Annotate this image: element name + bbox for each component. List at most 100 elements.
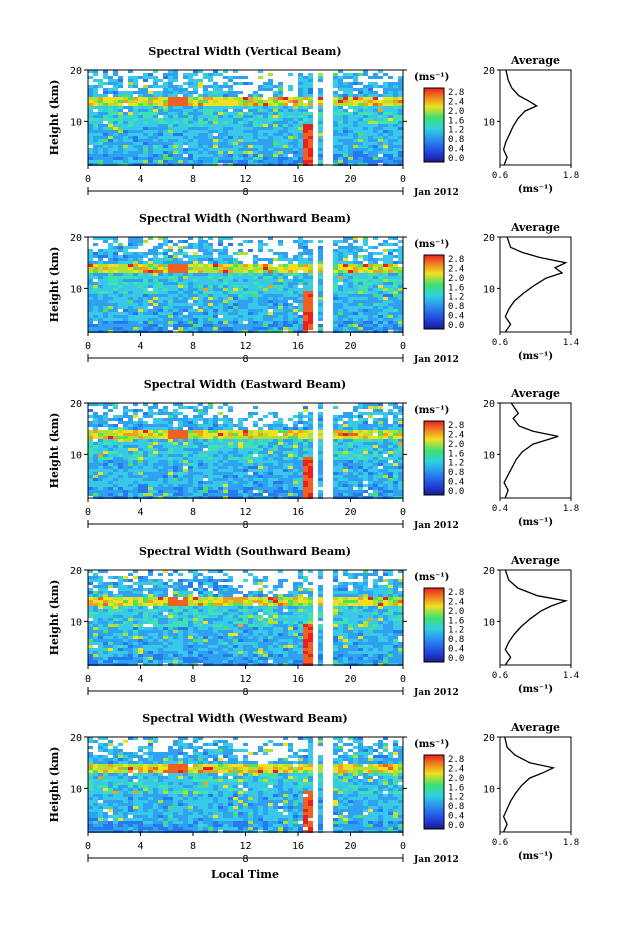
heatmap-cell	[228, 300, 233, 303]
heatmap-cell	[108, 463, 113, 466]
heatmap-cell	[198, 487, 203, 490]
heatmap-cell	[98, 97, 103, 100]
heatmap-cell	[218, 318, 223, 321]
heatmap-cell	[108, 418, 113, 421]
heatmap-cell	[133, 246, 138, 249]
heatmap-cell	[178, 306, 183, 309]
heatmap-cell	[373, 430, 378, 433]
heatmap-cell	[148, 118, 153, 121]
heatmap-cell	[218, 321, 223, 324]
heatmap-cell	[178, 321, 183, 324]
heatmap-cell	[268, 300, 273, 303]
heatmap-cell	[178, 112, 183, 115]
heatmap-cell	[93, 270, 98, 273]
heatmap-cell	[218, 276, 223, 279]
heatmap-cell	[183, 100, 188, 103]
heatmap-cell	[348, 463, 353, 466]
heatmap-cell	[368, 433, 373, 436]
heatmap-cell	[183, 276, 188, 279]
heatmap-cell	[198, 433, 203, 436]
heatmap-cell	[133, 303, 138, 306]
heatmap-cell	[183, 406, 188, 409]
heatmap-cell	[208, 255, 213, 258]
heatmap-cell	[238, 430, 243, 433]
heatmap-cell	[278, 145, 283, 148]
heatmap-cell	[298, 115, 303, 118]
heatmap-cell	[338, 279, 343, 282]
heatmap-cell	[198, 484, 203, 487]
heatmap-cell	[93, 472, 98, 475]
heatmap-cell	[138, 430, 143, 433]
heatmap-cell	[178, 279, 183, 282]
heatmap-cell	[163, 409, 168, 412]
heatmap-cell	[318, 442, 323, 445]
heatmap-cell	[198, 442, 203, 445]
heatmap-cell	[178, 312, 183, 315]
heatmap-cell	[163, 294, 168, 297]
heatmap-cell	[253, 324, 258, 327]
heatmap-cell	[233, 291, 238, 294]
heatmap-cell	[103, 291, 108, 294]
heatmap-cell	[343, 484, 348, 487]
heatmap-cell	[138, 321, 143, 324]
heatmap-cell	[293, 124, 298, 127]
heatmap-cell	[388, 327, 393, 330]
heatmap-cell	[168, 415, 173, 418]
heatmap-cell	[303, 487, 308, 490]
heatmap-cell	[348, 76, 353, 79]
heatmap-cell	[308, 261, 313, 264]
heatmap-cell	[318, 264, 323, 267]
heatmap-cell	[348, 493, 353, 496]
heatmap-cell	[213, 139, 218, 142]
heatmap-cell	[333, 312, 338, 315]
heatmap-cell	[153, 309, 158, 312]
heatmap-cell	[238, 261, 243, 264]
heatmap-cell	[358, 136, 363, 139]
heatmap-cell	[288, 288, 293, 291]
heatmap-cell	[398, 303, 403, 306]
heatmap-cell	[343, 478, 348, 481]
heatmap-cell	[368, 424, 373, 427]
heatmap-cell	[163, 154, 168, 157]
heatmap-cell	[203, 91, 208, 94]
heatmap-cell	[273, 448, 278, 451]
heatmap-cell	[118, 246, 123, 249]
heatmap-cell	[343, 118, 348, 121]
heatmap-cell	[318, 303, 323, 306]
heatmap-cell	[333, 487, 338, 490]
heatmap-cell	[158, 412, 163, 415]
heatmap-cell	[258, 151, 263, 154]
heatmap-cell	[123, 151, 128, 154]
heatmap-cell	[253, 406, 258, 409]
heatmap-cell	[363, 112, 368, 115]
heatmap-cell	[163, 454, 168, 457]
heatmap-cell	[88, 297, 93, 300]
heatmap-cell	[193, 300, 198, 303]
heatmap-cell	[133, 487, 138, 490]
heatmap-cell	[113, 303, 118, 306]
heatmap-cell	[383, 267, 388, 270]
heatmap-cell	[308, 82, 313, 85]
heatmap-cell	[283, 121, 288, 124]
heatmap-cell	[118, 267, 123, 270]
heatmap-cell	[198, 451, 203, 454]
heatmap-cell	[153, 133, 158, 136]
heatmap-cell	[128, 97, 133, 100]
heatmap-cell	[378, 142, 383, 145]
heatmap-cell	[268, 103, 273, 106]
heatmap-cell	[143, 100, 148, 103]
heatmap-cell	[243, 133, 248, 136]
heatmap-cell	[153, 418, 158, 421]
heatmap-cell	[198, 136, 203, 139]
heatmap-cell	[118, 421, 123, 424]
heatmap-cell	[263, 118, 268, 121]
heatmap-cell	[113, 100, 118, 103]
heatmap-cell	[308, 76, 313, 79]
heatmap-cell	[208, 252, 213, 255]
heatmap-cell	[298, 118, 303, 121]
heatmap-cell	[273, 439, 278, 442]
heatmap-cell	[148, 481, 153, 484]
heatmap-cell	[118, 145, 123, 148]
heatmap-cell	[183, 300, 188, 303]
heatmap-cell	[163, 433, 168, 436]
